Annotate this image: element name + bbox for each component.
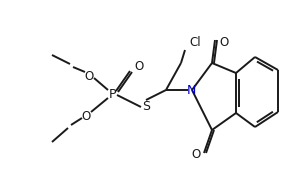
Text: N: N	[186, 85, 196, 97]
Text: P: P	[108, 89, 116, 101]
Text: O: O	[85, 69, 94, 82]
Text: S: S	[142, 100, 150, 114]
Text: O: O	[134, 60, 143, 72]
Text: O: O	[192, 149, 201, 162]
Text: O: O	[81, 110, 91, 122]
Text: O: O	[219, 37, 229, 50]
Text: Cl: Cl	[189, 37, 201, 50]
